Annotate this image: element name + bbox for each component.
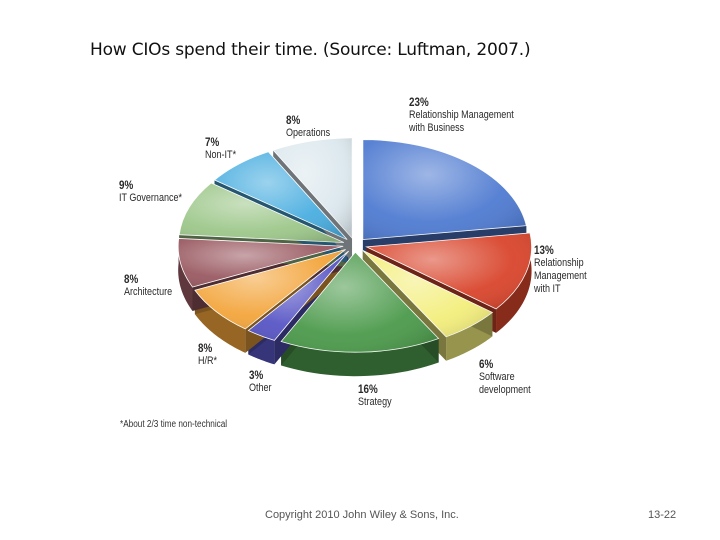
slice-label-architecture: 8% Architecture	[124, 273, 172, 299]
slice-label-hr: 8% H/R*	[198, 342, 217, 368]
slice-text: Software development	[479, 371, 531, 396]
pie-slice-gloss	[362, 250, 493, 337]
slice-label-other: 3% Other	[249, 369, 272, 395]
slice-percent: 8%	[124, 272, 139, 286]
slice-percent: 13%	[534, 243, 554, 257]
slice-text: Architecture	[124, 286, 173, 298]
slice-label-it-governance: 9% IT Governance*	[119, 179, 182, 205]
slice-text: Non-IT*	[205, 149, 237, 161]
pie-slice-gloss	[281, 252, 439, 353]
footnote: *About 2/3 time non-technical	[120, 419, 228, 430]
slice-percent: 6%	[479, 357, 494, 371]
slice-label-strategy: 16% Strategy	[358, 383, 392, 409]
slice-percent: 7%	[205, 135, 220, 149]
pie-slice-gloss	[178, 238, 344, 287]
slice-text: IT Governance*	[119, 192, 183, 204]
page-number: 13-22	[648, 509, 677, 521]
pie-slice-gloss	[362, 139, 527, 240]
slice-percent: 16%	[358, 382, 378, 396]
slice-label-non-it: 7% Non-IT*	[205, 136, 236, 162]
slice-label-rel-mgmt-it: 13% Relationship Management with IT	[534, 244, 600, 296]
pie-slice-gloss	[194, 249, 346, 329]
slice-label-rel-mgmt-business: 23% Relationship Management with Busines…	[409, 96, 516, 135]
slice-percent: 9%	[119, 178, 134, 192]
pie-slice-side	[178, 238, 193, 311]
pie-slice-gloss	[248, 251, 349, 341]
slice-text: Relationship Management with IT	[534, 257, 587, 295]
slice-percent: 3%	[249, 368, 264, 382]
slice-text: H/R*	[198, 355, 218, 367]
slice-percent: 8%	[198, 341, 213, 355]
copyright-text: Copyright 2010 John Wiley & Sons, Inc.	[265, 509, 459, 521]
pie-slice-gloss	[273, 138, 353, 239]
pie-slice-side	[496, 232, 532, 333]
slice-label-operations: 8% Operations	[286, 114, 330, 140]
slice-percent: 23%	[409, 95, 429, 109]
pie-slice-side	[281, 338, 439, 377]
slice-text: Relationship Management with Business	[409, 109, 514, 134]
pie-slice-gloss	[179, 182, 344, 243]
slide-title: How CIOs spend their time. (Source: Luft…	[90, 40, 531, 60]
slice-text: Operations	[286, 127, 331, 139]
pie-slice-gloss	[366, 232, 532, 309]
slice-text: Other	[249, 382, 272, 394]
pie-slice-gloss	[214, 151, 348, 240]
slice-percent: 8%	[286, 113, 301, 127]
slice-text: Strategy	[358, 396, 392, 408]
slice-label-software-dev: 6% Software development	[479, 358, 541, 397]
